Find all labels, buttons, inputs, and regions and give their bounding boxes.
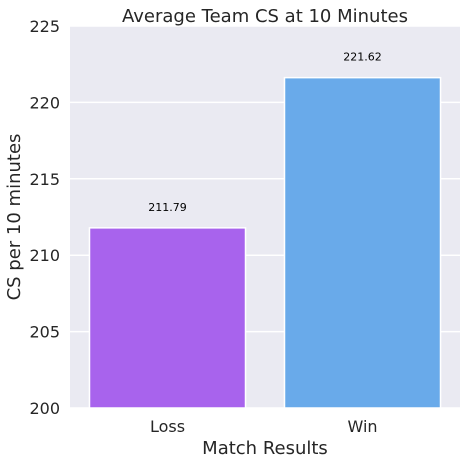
y-tick-label: 215	[29, 170, 60, 189]
y-axis-label: CS per 10 minutes	[4, 134, 25, 301]
x-tick-label-loss: Loss	[150, 417, 185, 436]
y-tick-label: 225	[29, 17, 60, 36]
y-tick-labels: 200 205 210 215 220 225	[29, 17, 60, 418]
x-tick-label-win: Win	[347, 417, 377, 436]
y-tick-label: 200	[29, 399, 60, 418]
bar-win	[283, 76, 442, 409]
data-labels: 211.79 221.62	[148, 51, 382, 214]
bars	[88, 76, 442, 409]
x-axis-label: Match Results	[202, 438, 328, 459]
chart-title: Average Team CS at 10 Minutes	[122, 6, 408, 27]
data-label-win: 221.62	[343, 51, 382, 64]
bar-loss	[88, 227, 247, 409]
data-label-loss: 211.79	[148, 201, 187, 214]
y-tick-label: 205	[29, 323, 60, 342]
y-tick-label: 220	[29, 93, 60, 112]
x-tick-labels: Loss Win	[150, 417, 378, 436]
y-tick-label: 210	[29, 246, 60, 265]
